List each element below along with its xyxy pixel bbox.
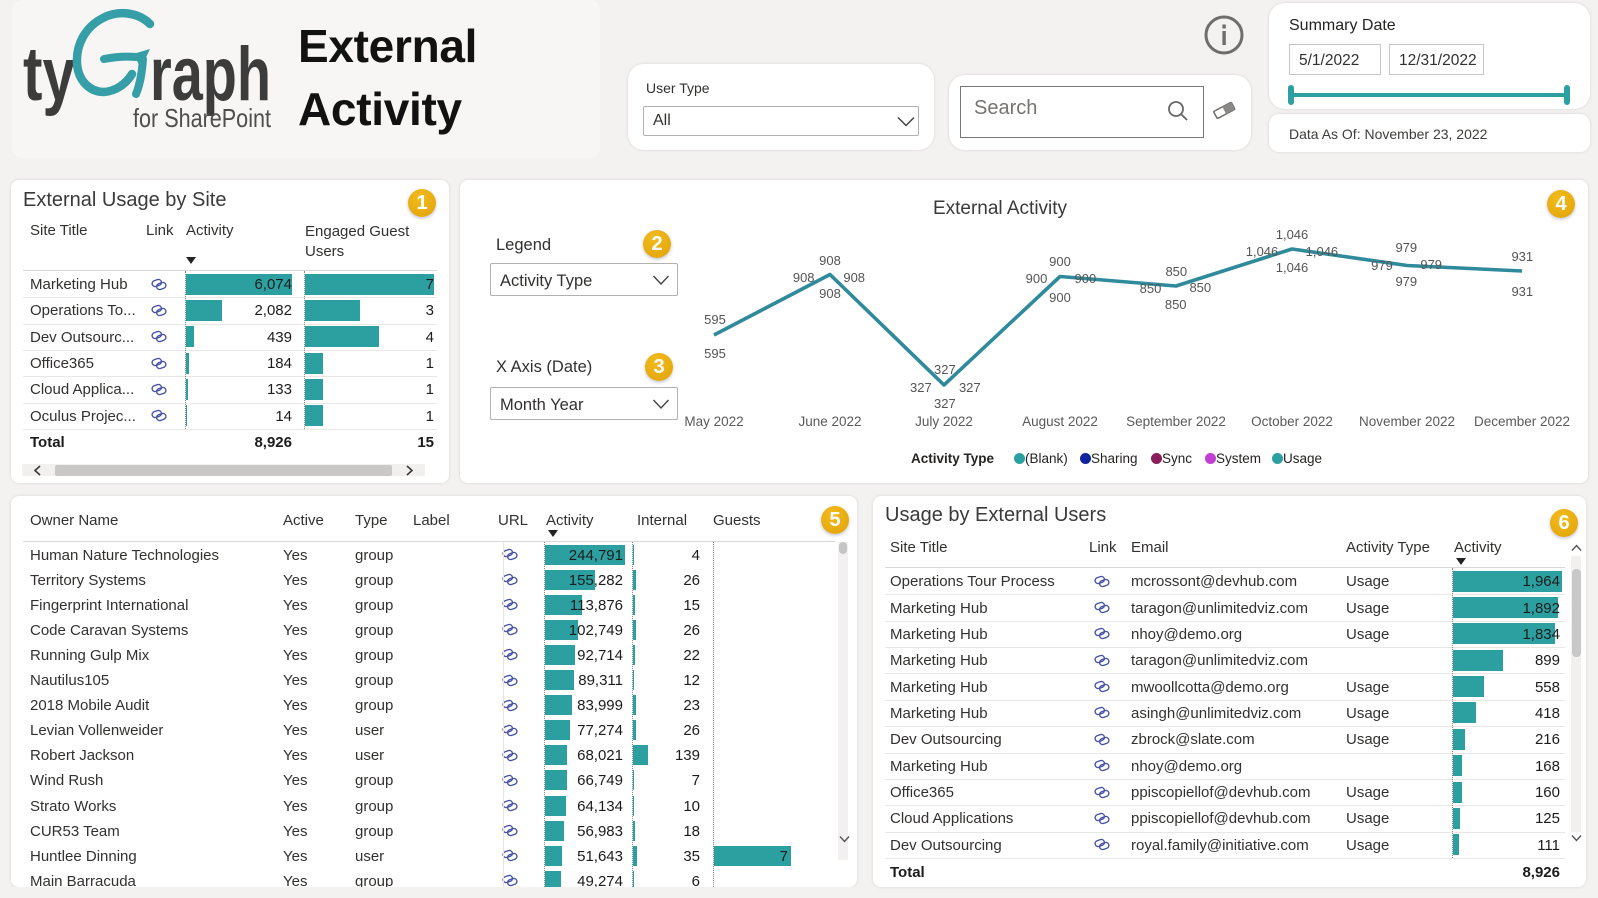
svg-text:ty: ty bbox=[23, 32, 75, 117]
svg-text:for SharePoint: for SharePoint bbox=[133, 103, 272, 133]
svg-text:raph: raph bbox=[150, 32, 271, 117]
